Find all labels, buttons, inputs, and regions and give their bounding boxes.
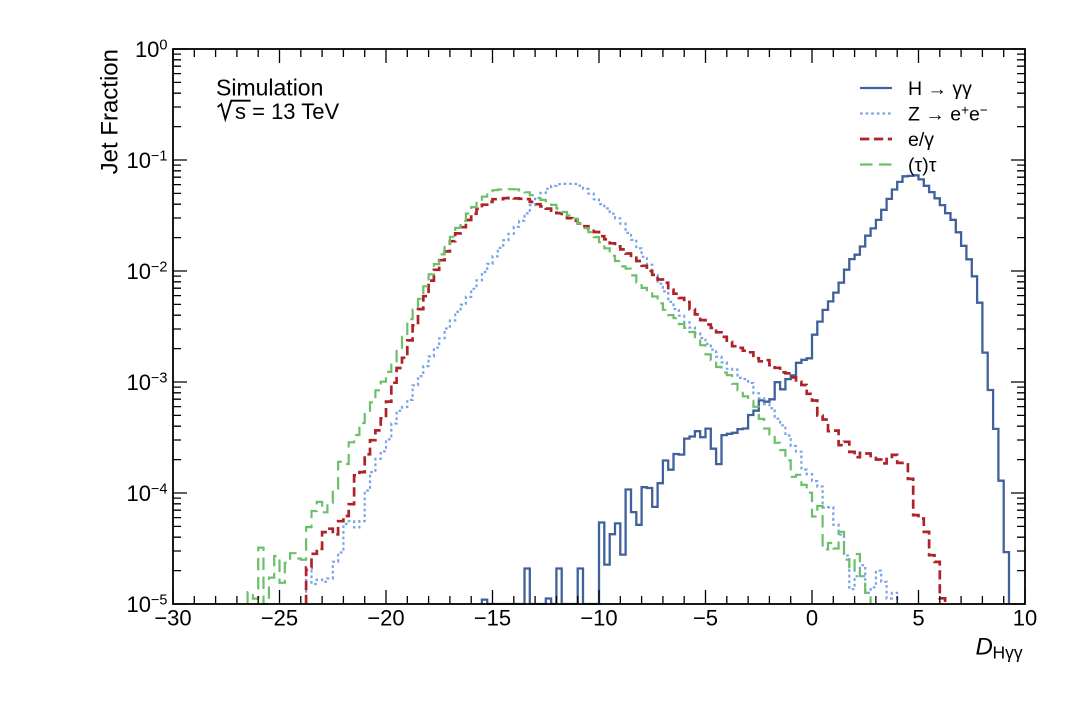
- svg-text:D: D: [976, 634, 993, 661]
- svg-text:Z → e+e−: Z → e+e−: [908, 102, 988, 125]
- svg-text:Simulation: Simulation: [216, 75, 323, 101]
- svg-text:e/γ: e/γ: [908, 129, 934, 151]
- svg-text:10−5: 10−5: [126, 592, 167, 617]
- svg-text:−5: −5: [693, 606, 718, 631]
- svg-text:s = 13 TeV: s = 13 TeV: [235, 99, 339, 124]
- svg-text:H → γγ: H → γγ: [908, 78, 972, 100]
- svg-text:0: 0: [806, 606, 818, 631]
- svg-text:10: 10: [1013, 606, 1037, 631]
- svg-text:Hγγ: Hγγ: [993, 643, 1023, 663]
- svg-text:−25: −25: [261, 606, 298, 631]
- svg-text:−20: −20: [367, 606, 404, 631]
- svg-text:(τ)τ: (τ)τ: [908, 155, 937, 177]
- svg-text:−10: −10: [580, 606, 617, 631]
- svg-text:5: 5: [912, 606, 924, 631]
- svg-text:10−1: 10−1: [126, 148, 167, 173]
- svg-text:−30: −30: [154, 606, 191, 631]
- svg-text:−15: −15: [474, 606, 511, 631]
- svg-text:Jet Fraction: Jet Fraction: [97, 49, 124, 174]
